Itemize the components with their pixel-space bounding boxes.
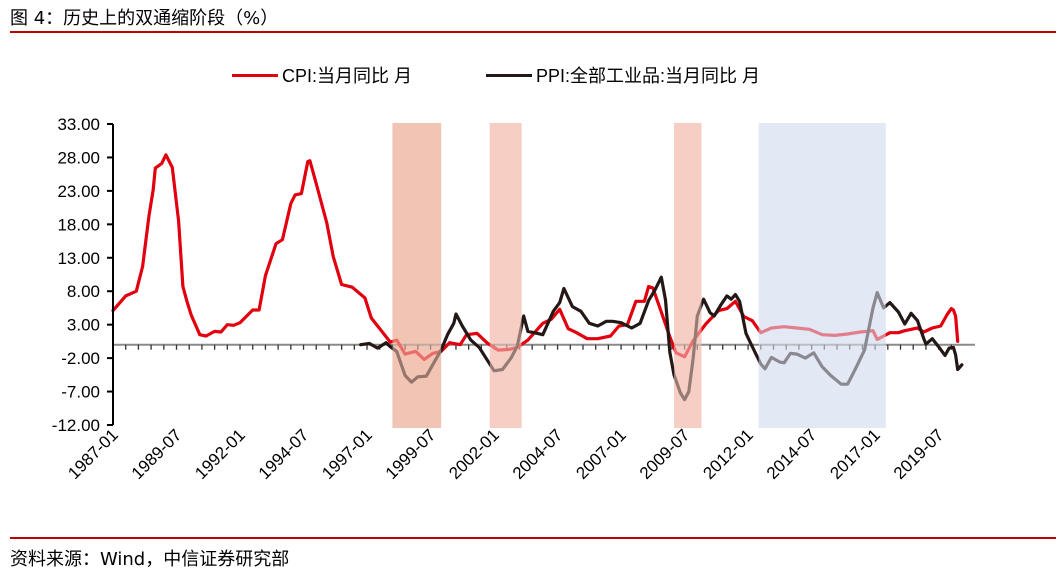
svg-text:2007-01: 2007-01	[572, 425, 630, 483]
svg-text:1999-07: 1999-07	[382, 425, 440, 483]
svg-text:2002-01: 2002-01	[445, 425, 503, 483]
svg-text:2017-01: 2017-01	[826, 425, 884, 483]
source-rule	[10, 537, 1056, 539]
chart-legend: CPI:当月同比 月 PPI:全部工业品:当月同比 月	[0, 62, 1060, 86]
ppi-line-swatch-icon	[486, 73, 532, 77]
svg-text:2012-01: 2012-01	[699, 425, 757, 483]
svg-text:3.00: 3.00	[67, 316, 100, 335]
legend-item-cpi: CPI:当月同比 月	[232, 62, 412, 88]
y-axis: 33.00 28.00 23.00 18.00 13.00 8.00 3.00 -2.00 -7…	[52, 115, 114, 435]
source-note: 资料来源：Wind，中信证券研究部	[10, 549, 290, 570]
band-overlays	[392, 123, 886, 428]
svg-text:1992-01: 1992-01	[191, 425, 249, 483]
svg-text:2014-07: 2014-07	[763, 425, 821, 483]
svg-text:1997-01: 1997-01	[318, 425, 376, 483]
svg-text:2009-07: 2009-07	[636, 425, 694, 483]
svg-text:33.00: 33.00	[57, 115, 100, 134]
svg-text:2019-07: 2019-07	[890, 425, 948, 483]
figure-title: 图 4：历史上的双通缩阶段（%）	[10, 8, 279, 29]
svg-text:18.00: 18.00	[57, 215, 100, 234]
svg-text:1989-07: 1989-07	[128, 425, 186, 483]
title-rule	[10, 31, 1056, 33]
legend-label-ppi: PPI:全部工业品:当月同比 月	[536, 66, 761, 86]
legend-item-ppi: PPI:全部工业品:当月同比 月	[486, 62, 760, 88]
svg-text:2004-07: 2004-07	[509, 425, 567, 483]
svg-text:-2.00: -2.00	[61, 349, 100, 368]
svg-text:1994-07: 1994-07	[255, 425, 313, 483]
legend-label-cpi: CPI:当月同比 月	[282, 66, 413, 86]
svg-text:-7.00: -7.00	[61, 383, 100, 402]
svg-text:28.00: 28.00	[57, 148, 100, 167]
cpi-line-swatch-icon	[232, 73, 278, 77]
svg-text:8.00: 8.00	[67, 282, 100, 301]
svg-text:23.00: 23.00	[57, 182, 100, 201]
svg-text:-12.00: -12.00	[52, 416, 100, 435]
x-axis-labels: 1987-01 1989-07 1992-01 1994-07 1997-01 1999-…	[64, 425, 947, 483]
svg-text:13.00: 13.00	[57, 249, 100, 268]
